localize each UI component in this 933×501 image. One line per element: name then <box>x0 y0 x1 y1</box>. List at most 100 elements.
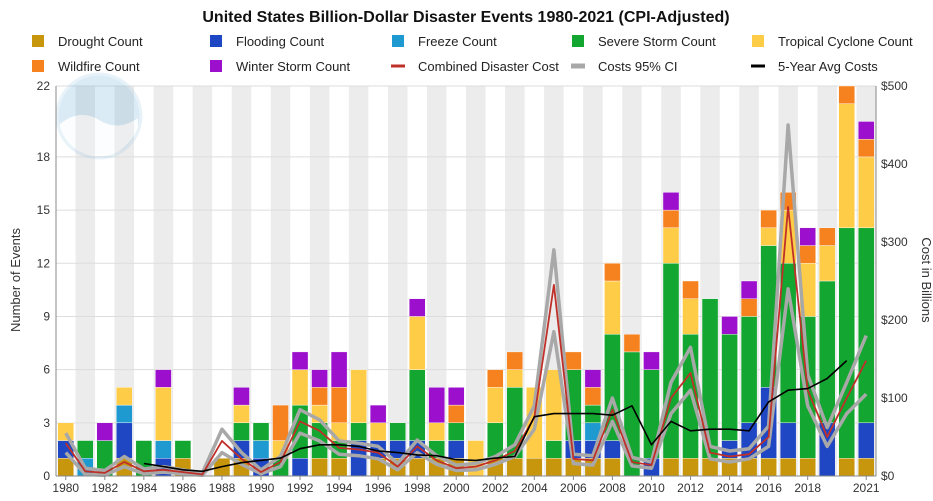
bar-winter-storm-count-1982 <box>96 422 114 441</box>
x-tick-label: 2016 <box>755 481 782 495</box>
year-band <box>192 86 213 476</box>
bar-winter-storm-count-2018 <box>799 227 816 246</box>
bar-severe-storm-count-2005 <box>545 440 563 459</box>
legend-label-severe-storm-count: Severe Storm Count <box>598 34 716 49</box>
year-band <box>114 86 135 476</box>
y2-tick-label: $500 <box>881 79 908 93</box>
bar-severe-storm-count-2014 <box>721 333 738 441</box>
bar-wildfire-count-2011 <box>662 209 680 229</box>
bar-wildfire-count-2007 <box>584 387 602 406</box>
bar-winter-storm-count-2007 <box>584 369 602 388</box>
bar-severe-storm-count-1998 <box>408 369 426 441</box>
x-tick-label: 1990 <box>248 481 275 495</box>
bar-wildfire-count-1993 <box>311 387 328 406</box>
bar-wildfire-count-1991 <box>272 404 289 441</box>
bar-tropical-cyclone-count-2005 <box>545 369 563 441</box>
bar-tropical-cyclone-count-1998 <box>408 316 426 370</box>
x-tick-label: 2002 <box>482 481 509 495</box>
bar-winter-storm-count-1999 <box>428 387 445 424</box>
bar-winter-storm-count-2014 <box>721 316 738 335</box>
bar-wildfire-count-2016 <box>760 209 777 229</box>
x-tick-label: 1994 <box>326 481 353 495</box>
x-tick-label: 1988 <box>209 481 236 495</box>
bar-freeze-count-1983 <box>116 404 133 424</box>
bar-severe-storm-count-1981 <box>77 440 94 459</box>
legend-label-flooding-count: Flooding Count <box>236 34 325 49</box>
x-tick-label: 2012 <box>677 481 704 495</box>
bar-tropical-cyclone-count-1994 <box>330 422 348 441</box>
bar-tropical-cyclone-count-1980 <box>57 422 74 441</box>
bar-wildfire-count-2021 <box>858 138 875 158</box>
bar-tropical-cyclone-count-2002 <box>487 387 504 424</box>
x-tick-label: 2010 <box>638 481 665 495</box>
y-tick-label: 6 <box>43 363 50 377</box>
noaa-logo-watermark <box>55 72 143 160</box>
5-year-avg-costs-line <box>143 360 848 473</box>
bar-tropical-cyclone-count-2011 <box>662 227 680 264</box>
y2-tick-label: $0 <box>881 469 895 483</box>
bar-tropical-cyclone-count-2020 <box>838 103 855 229</box>
bar-severe-storm-count-2015 <box>740 316 758 424</box>
bar-wildfire-count-2002 <box>487 369 504 388</box>
legend-label-drought-count: Drought Count <box>58 34 143 49</box>
bar-flooding-count-2000 <box>448 440 465 459</box>
cost-lines <box>64 123 868 477</box>
bar-severe-storm-count-1995 <box>350 422 367 441</box>
y2-tick-label: $200 <box>881 313 908 327</box>
combined-disaster-cost-line <box>65 205 867 476</box>
bar-tropical-cyclone-count-2003 <box>506 369 524 388</box>
x-tick-label: 1986 <box>170 481 197 495</box>
bar-winter-storm-count-2010 <box>643 351 660 370</box>
legend: Drought Count Flooding Count Freeze Count S… <box>32 34 913 74</box>
bar-wildfire-count-2019 <box>818 227 836 246</box>
bar-winter-storm-count-1992 <box>291 351 309 370</box>
bar-tropical-cyclone-count-1995 <box>350 369 367 424</box>
bar-flooding-count-2021 <box>858 422 875 459</box>
bar-drought-count-2012 <box>682 458 699 477</box>
legend-label-costs-95-ci: Costs 95% CI <box>598 59 677 74</box>
bar-flooding-count-2017 <box>779 422 797 459</box>
y2-tick-label: $300 <box>881 235 908 249</box>
year-band <box>75 86 96 476</box>
legend-swatch-severe-storm-count <box>572 35 584 47</box>
bar-drought-count-2018 <box>799 458 816 477</box>
bar-tropical-cyclone-count-2012 <box>682 298 699 335</box>
bar-tropical-cyclone-count-2019 <box>818 245 836 282</box>
x-tick-label: 2000 <box>443 481 470 495</box>
bar-drought-count-2005 <box>545 458 563 477</box>
year-band <box>426 86 447 476</box>
bar-severe-storm-count-1997 <box>389 422 406 441</box>
bar-tropical-cyclone-count-2008 <box>604 280 621 335</box>
y-tick-label: 18 <box>37 150 51 164</box>
bar-tropical-cyclone-count-1996 <box>369 422 387 441</box>
x-tick-label: 1998 <box>404 481 431 495</box>
x-tick-label: 2004 <box>521 481 548 495</box>
ci-upper-line <box>64 123 868 475</box>
x-tick-label: 2008 <box>599 481 626 495</box>
bar-drought-count-1993 <box>311 458 328 477</box>
bar-winter-storm-count-2015 <box>740 280 758 299</box>
chart-title: United States Billion-Dollar Disaster Ev… <box>202 9 729 26</box>
bar-tropical-cyclone-count-1983 <box>116 387 133 406</box>
legend-swatch-wildfire-count <box>32 60 44 72</box>
ci-lower-line <box>64 287 868 477</box>
bar-winter-storm-count-1998 <box>408 298 426 317</box>
bar-flooding-count-2008 <box>604 440 621 459</box>
bar-freeze-count-1985 <box>155 440 172 459</box>
y-tick-label: 12 <box>37 256 51 270</box>
bar-severe-storm-count-1990 <box>252 422 270 441</box>
bar-tropical-cyclone-count-1985 <box>155 387 172 441</box>
bar-drought-count-1998 <box>408 458 426 477</box>
bar-flooding-count-1983 <box>116 422 133 459</box>
legend-swatch-tropical-cyclone-count <box>752 35 764 47</box>
bar-severe-storm-count-2021 <box>858 227 875 424</box>
x-tick-label: 1982 <box>91 481 118 495</box>
y-tick-label: 9 <box>43 309 50 323</box>
bar-severe-storm-count-2000 <box>448 422 465 441</box>
bar-severe-storm-count-1989 <box>233 422 250 441</box>
legend-swatch-winter-storm-count <box>210 60 222 72</box>
bar-drought-count-2011 <box>662 458 680 477</box>
bar-tropical-cyclone-count-1989 <box>233 404 250 424</box>
